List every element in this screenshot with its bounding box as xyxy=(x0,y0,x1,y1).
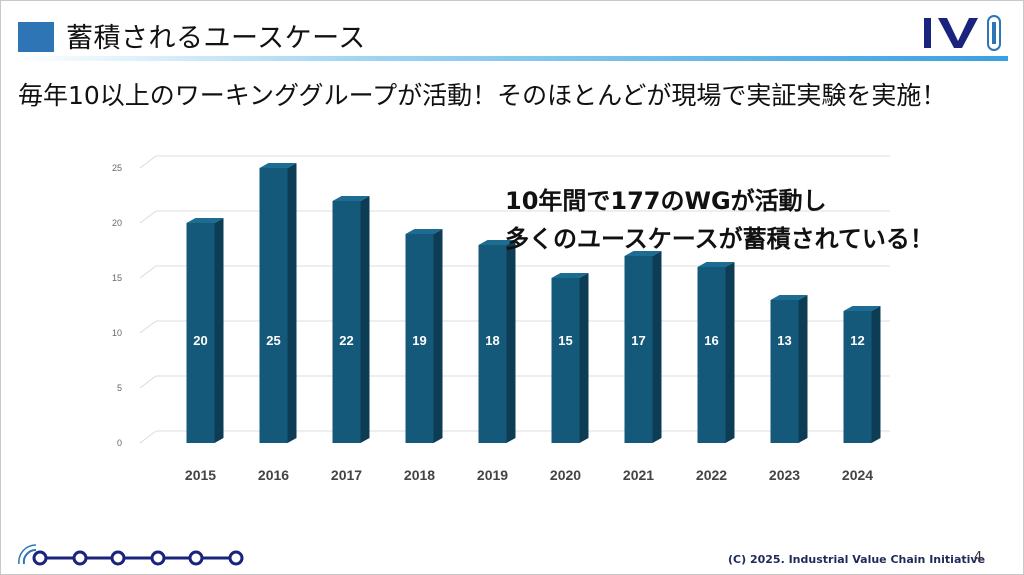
gridline-side xyxy=(139,430,157,444)
x-tick-label: 2016 xyxy=(258,467,289,483)
page-number: 4 xyxy=(974,550,983,565)
gridline-side xyxy=(139,155,157,169)
x-tick-label: 2023 xyxy=(769,467,800,483)
callout-line-2: 多くのユースケースが蓄積されている！ xyxy=(505,225,934,253)
bar-side xyxy=(798,295,808,443)
bar-value-label: 13 xyxy=(777,333,791,348)
bar-top xyxy=(186,218,224,223)
bar-side xyxy=(579,273,589,443)
slide-title: 蓄積されるユースケース xyxy=(66,23,366,54)
gridline-side xyxy=(139,210,157,224)
ivi-logo xyxy=(924,15,1001,51)
gridline-side xyxy=(139,320,157,334)
bar-value-label: 17 xyxy=(631,333,645,348)
bar-top xyxy=(770,295,808,300)
bar-side xyxy=(506,240,516,443)
bar-top xyxy=(697,262,735,267)
bar-side xyxy=(360,196,370,443)
bar xyxy=(697,267,726,443)
bar xyxy=(478,245,507,443)
slide-header: 蓄積されるユースケース xyxy=(18,14,1008,54)
bar-side xyxy=(287,163,297,443)
bar-value-label: 25 xyxy=(266,333,280,348)
x-tick-label: 2021 xyxy=(623,467,654,483)
header-square-icon xyxy=(18,22,54,52)
bar-value-label: 12 xyxy=(850,333,864,348)
bar xyxy=(259,168,288,443)
x-tick-label: 2015 xyxy=(185,467,216,483)
header-divider xyxy=(18,56,1008,61)
bar xyxy=(551,278,580,443)
y-tick-label: 5 xyxy=(117,383,122,393)
y-tick-label: 0 xyxy=(117,438,122,448)
callout-line-1: 10年間で177のWGが活動し xyxy=(505,187,827,215)
bar-top xyxy=(259,163,297,168)
x-tick-label: 2017 xyxy=(331,467,362,483)
callout-text: 10年間で177のWGが活動し 多くのユースケースが蓄積されている！ xyxy=(505,182,934,258)
gridline-side xyxy=(139,265,157,279)
bar-side xyxy=(871,306,881,443)
y-tick-label: 10 xyxy=(112,328,122,338)
gridline-side xyxy=(139,375,157,389)
chain-logo xyxy=(18,544,244,566)
bar-top xyxy=(332,196,370,201)
y-tick-label: 20 xyxy=(112,218,122,228)
bar-value-label: 20 xyxy=(193,333,207,348)
bar xyxy=(332,201,361,443)
bar-value-label: 19 xyxy=(412,333,426,348)
y-tick-label: 25 xyxy=(112,163,122,173)
bar xyxy=(770,300,799,443)
copyright-text: (C) 2025. Industrial Value Chain Initiat… xyxy=(728,553,986,566)
wg-bar-chart: 0510152025202015252016222017192018182019… xyxy=(112,155,890,483)
bar-side xyxy=(214,218,224,443)
bar-side xyxy=(652,251,662,443)
bar-value-label: 15 xyxy=(558,333,572,348)
slide-subtitle: 毎年10以上のワーキンググループが活動！そのほとんどが現場で実証実験を実施！ xyxy=(18,81,947,110)
y-tick-label: 15 xyxy=(112,273,122,283)
bar-top xyxy=(624,251,662,256)
bar-value-label: 18 xyxy=(485,333,499,348)
bar-top xyxy=(843,306,881,311)
x-tick-label: 2019 xyxy=(477,467,508,483)
bar xyxy=(186,223,215,443)
bar xyxy=(624,256,653,443)
x-tick-label: 2018 xyxy=(404,467,435,483)
bar-top xyxy=(478,240,516,245)
bar-value-label: 22 xyxy=(339,333,353,348)
bar-top xyxy=(551,273,589,278)
bar xyxy=(843,311,872,443)
x-tick-label: 2022 xyxy=(696,467,727,483)
bar-side xyxy=(433,229,443,443)
bar-top xyxy=(405,229,443,234)
bar-value-label: 16 xyxy=(704,333,718,348)
x-tick-label: 2020 xyxy=(550,467,581,483)
bar-side xyxy=(725,262,735,443)
x-tick-label: 2024 xyxy=(842,467,873,483)
bar xyxy=(405,234,434,443)
